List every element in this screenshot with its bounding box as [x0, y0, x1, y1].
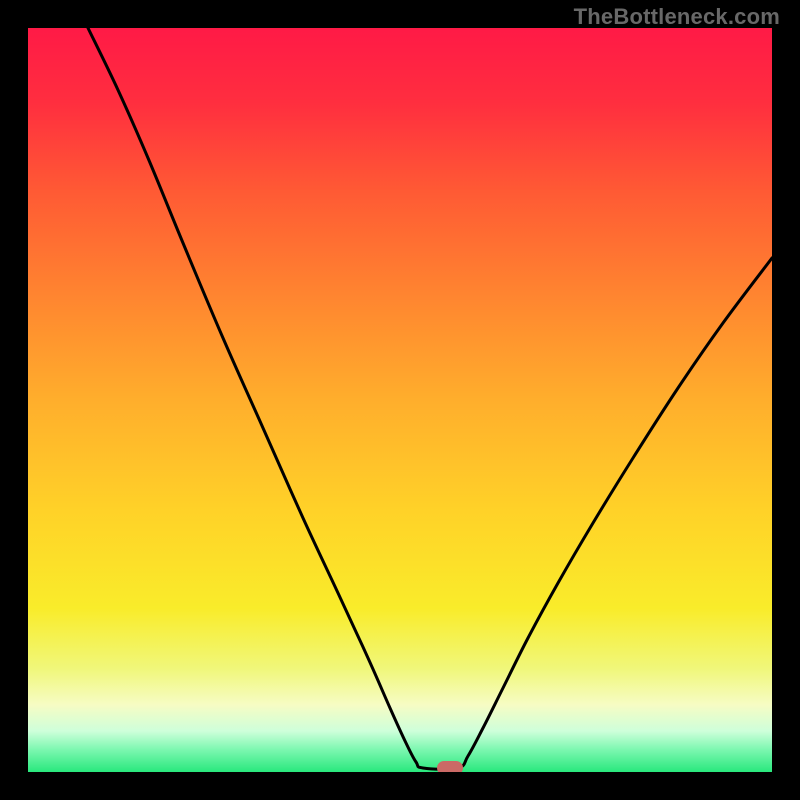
bottleneck-curve-path — [88, 28, 772, 769]
bottleneck-curve — [28, 28, 772, 772]
plot-area — [28, 28, 772, 772]
watermark-text: TheBottleneck.com — [574, 4, 780, 30]
minimum-marker — [437, 761, 463, 772]
chart-frame: TheBottleneck.com — [0, 0, 800, 800]
